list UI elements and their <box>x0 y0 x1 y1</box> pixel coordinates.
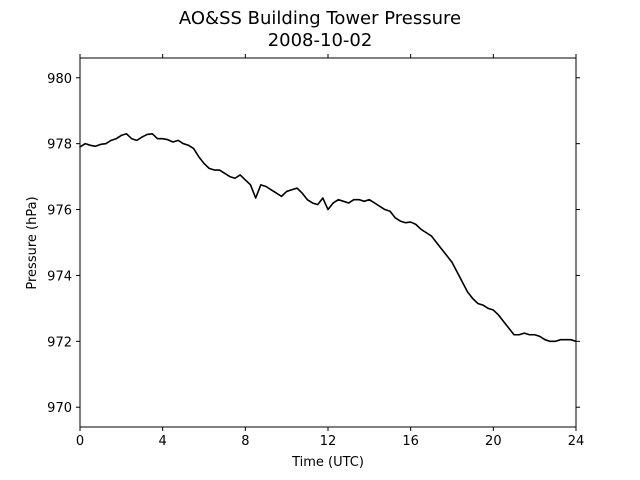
x-tick-label: 4 <box>159 434 167 449</box>
chart-title: AO&SS Building Tower Pressure <box>179 8 461 29</box>
y-tick-label: 974 <box>47 269 72 284</box>
x-tick-label: 12 <box>320 434 337 449</box>
plot-frame <box>79 57 577 428</box>
y-tick-label: 970 <box>47 401 72 416</box>
x-tick-label: 0 <box>76 434 84 449</box>
x-tick-label: 20 <box>485 434 502 449</box>
y-tick-label: 972 <box>47 335 72 350</box>
x-tick-label: 16 <box>402 434 419 449</box>
x-tick-label: 8 <box>241 434 249 449</box>
y-tick-label: 978 <box>47 138 72 153</box>
y-axis-label: Pressure (hPa) <box>25 196 40 289</box>
x-axis-label: Time (UTC) <box>291 455 364 470</box>
plot-area: 0 4 8 12 16 20 24 970 972 974 976 978 980 <box>47 54 584 449</box>
x-tick-label: 24 <box>568 434 585 449</box>
y-tick-label: 980 <box>47 72 72 87</box>
y-tick-label: 976 <box>47 204 72 219</box>
chart-subtitle: 2008-10-02 <box>268 30 373 51</box>
pressure-series-line <box>79 132 577 343</box>
